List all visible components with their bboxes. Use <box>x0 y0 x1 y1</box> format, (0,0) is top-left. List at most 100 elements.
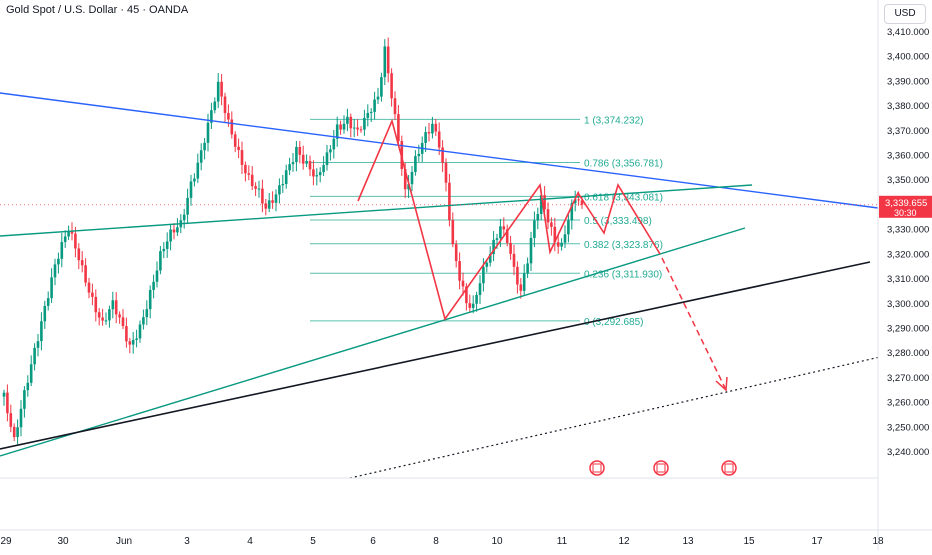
wave-pattern-path[interactable] <box>357 118 661 321</box>
candle-body <box>199 150 203 163</box>
candle-body <box>342 123 346 130</box>
time-tick-label: 4 <box>247 536 253 547</box>
economic-events-group[interactable] <box>589 460 737 476</box>
time-tick-label: 3 <box>184 536 190 547</box>
candle-body <box>240 150 244 165</box>
price-tick-label: 3,240.000 <box>887 447 929 458</box>
candle-body <box>9 413 13 427</box>
blue-descending-trendline[interactable] <box>0 92 879 209</box>
candle-body <box>206 122 210 143</box>
candle-body <box>210 110 213 123</box>
price-tick-label: 3,330.000 <box>887 225 929 236</box>
candle-body <box>182 214 186 221</box>
candle-body <box>87 282 91 293</box>
candle-body <box>159 251 162 271</box>
fib-retracement-group[interactable]: 1 (3,374.232) 0.786 (3,356.781) 0.618 (3,3… <box>310 115 663 328</box>
candle-body <box>46 298 50 306</box>
candle-body <box>397 114 400 142</box>
fib-level-label: 0.5 (3,333.498) <box>584 216 652 227</box>
currency-button[interactable]: USD <box>884 4 926 24</box>
candle-body <box>244 164 247 174</box>
time-tick-label: 12 <box>618 536 630 547</box>
green-upper-trendline[interactable] <box>0 184 753 237</box>
candle-body <box>553 226 557 243</box>
candle-body <box>512 253 516 267</box>
candle-body <box>373 99 376 112</box>
us-flag-event-icon[interactable] <box>653 460 669 476</box>
fib-level-label: 0.236 (3,311.930) <box>584 269 662 280</box>
candle-body <box>26 382 30 391</box>
candle-body <box>546 209 550 223</box>
fib-level-label: 0.382 (3,323.876) <box>584 240 663 251</box>
candle-body <box>444 162 448 183</box>
time-tick-label: 30 <box>57 536 69 547</box>
candle-body <box>471 303 475 308</box>
price-tick-label: 3,300.000 <box>887 299 929 310</box>
candle-body <box>97 312 101 318</box>
candle-body <box>295 146 298 163</box>
candle-body <box>196 162 200 179</box>
projection-arrowhead[interactable] <box>715 376 728 392</box>
candle-body <box>57 258 60 265</box>
candle-body <box>19 408 23 428</box>
candle-body <box>128 341 132 345</box>
us-flag-event-icon[interactable] <box>721 460 737 476</box>
price-tick-label: 3,410.000 <box>887 27 929 38</box>
candle-body <box>135 338 138 340</box>
candle-body <box>50 277 53 299</box>
candle-body <box>274 194 278 203</box>
candle-body <box>431 123 434 134</box>
candle-body <box>261 188 264 204</box>
candle-body <box>138 324 142 339</box>
candle-body <box>563 234 567 243</box>
candle-body <box>543 195 546 210</box>
price-tick-label: 3,390.000 <box>887 76 929 87</box>
candle-body <box>267 200 271 209</box>
us-flag-stripes-icon <box>592 463 602 473</box>
candle-body <box>16 427 19 438</box>
black-rising-trendline[interactable] <box>0 261 871 450</box>
candle-body <box>390 73 393 99</box>
symbol-title[interactable]: Gold Spot / U.S. Dollar · 45 · OANDA <box>6 4 189 16</box>
candle-body <box>220 81 223 97</box>
dotted-projection-line[interactable] <box>349 356 881 479</box>
candle-body <box>223 96 227 114</box>
candle-body <box>101 317 104 321</box>
current-price-tag <box>879 195 932 218</box>
candle-body <box>298 146 302 155</box>
candle-body <box>33 347 36 365</box>
us-flag-event-icon[interactable] <box>589 460 605 476</box>
candle-body <box>519 284 523 291</box>
candle-body <box>505 229 509 243</box>
candle-body <box>155 270 159 282</box>
pattern-group[interactable] <box>357 118 728 392</box>
fib-level-label: 0 (3,292.685) <box>584 317 644 328</box>
candle-body <box>148 289 152 310</box>
time-tick-label: 11 <box>557 536 568 547</box>
candle-body <box>91 292 94 297</box>
candle-body <box>529 237 533 264</box>
candle-body <box>108 309 111 321</box>
candle-body <box>165 241 169 249</box>
candle-body <box>104 320 108 322</box>
projection-arrow-line[interactable] <box>661 257 726 389</box>
candle-body <box>386 46 390 74</box>
us-flag-stripes-icon <box>724 463 734 473</box>
candle-body <box>325 152 329 166</box>
time-tick-label: 18 <box>872 536 884 547</box>
time-tick-label: 8 <box>433 536 439 547</box>
trendlines-group[interactable] <box>0 92 881 479</box>
green-rising-trendline[interactable] <box>0 227 746 457</box>
price-tick-label: 3,370.000 <box>887 126 929 137</box>
time-tick-label: 17 <box>811 536 823 547</box>
candle-body <box>216 81 220 102</box>
candle-body <box>550 222 553 227</box>
candle-body <box>186 197 189 215</box>
candle-body <box>437 131 441 148</box>
candle-body <box>427 132 431 134</box>
candle-body <box>339 124 342 130</box>
candle-body <box>142 317 145 325</box>
